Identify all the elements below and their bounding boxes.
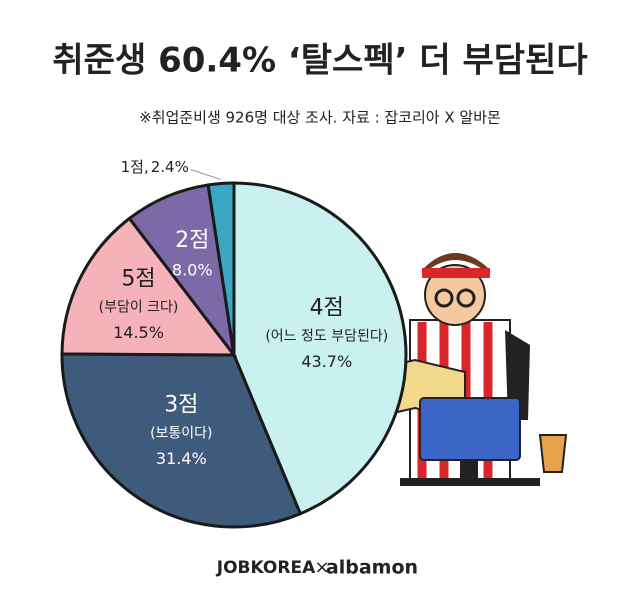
desk (400, 478, 540, 486)
slice-label: 1점, (121, 158, 149, 176)
value-label: 14.5% (113, 323, 164, 342)
headband (422, 268, 490, 278)
footer: JOBKOREA × albamon (216, 557, 418, 579)
brand: JOBKOREA (216, 558, 316, 578)
pie-slice (206, 181, 236, 356)
monitor (419, 397, 521, 461)
monitor-stand (460, 460, 478, 480)
cup (538, 434, 568, 473)
slice-description: (어느 정도 부담된다) (265, 328, 388, 344)
leader-line (190, 169, 221, 180)
separator: × (314, 557, 329, 578)
value-label: 8.0% (172, 260, 213, 279)
slice-label: 5점 (121, 266, 155, 291)
brand: albamon (326, 557, 418, 579)
value-label: 2.4% (151, 158, 189, 176)
illustration (361, 253, 568, 486)
chart-title: 취준생 60.4% ‘탈스펙’ 더 부담된다 (52, 41, 587, 81)
slice-description: (부담이 크다) (99, 299, 179, 315)
hair (422, 253, 490, 275)
head (424, 264, 486, 326)
glasses (434, 288, 454, 308)
pie-slice (60, 216, 238, 357)
slice-label: 2점 (175, 228, 209, 253)
slice-label: 3점 (164, 393, 198, 418)
pie-slice (232, 181, 408, 516)
slice-description: (보통이다) (150, 426, 212, 442)
chart-subtitle: ※취업준비생 926명 대상 조사. 자료 : 잡코리아 X 알바몬 (139, 109, 501, 127)
value-label: 31.4% (156, 449, 207, 468)
glasses (456, 288, 476, 308)
slice-label: 4점 (310, 295, 344, 320)
value-label: 43.7% (301, 352, 352, 371)
pie-slice (60, 352, 303, 529)
